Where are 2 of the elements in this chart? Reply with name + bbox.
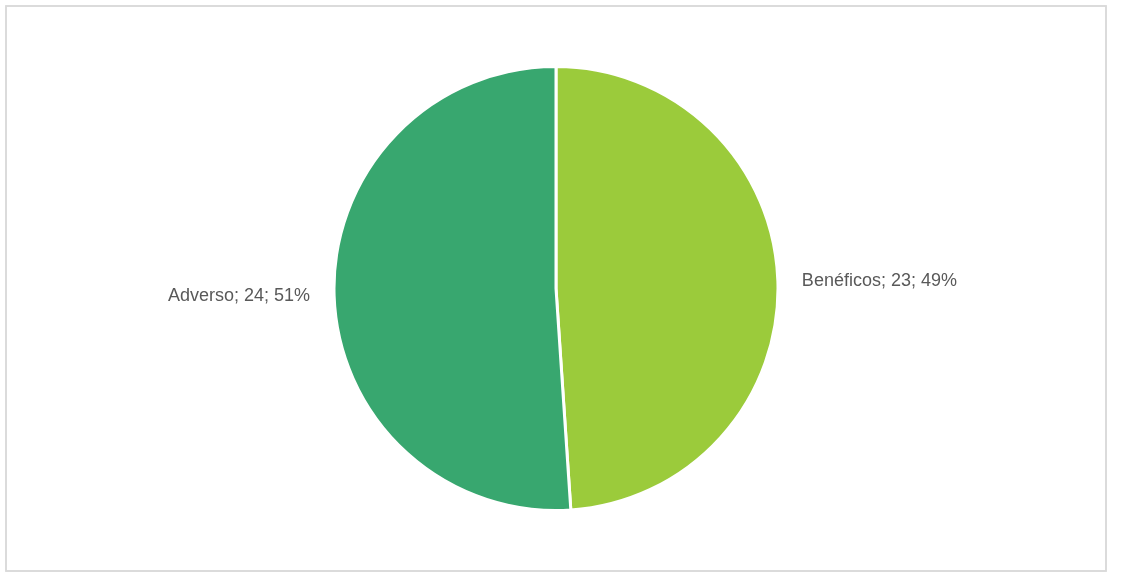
slice-label: Adverso; 24; 51% bbox=[168, 285, 311, 306]
slice-label: Benéficos; 23; 49% bbox=[801, 269, 957, 290]
